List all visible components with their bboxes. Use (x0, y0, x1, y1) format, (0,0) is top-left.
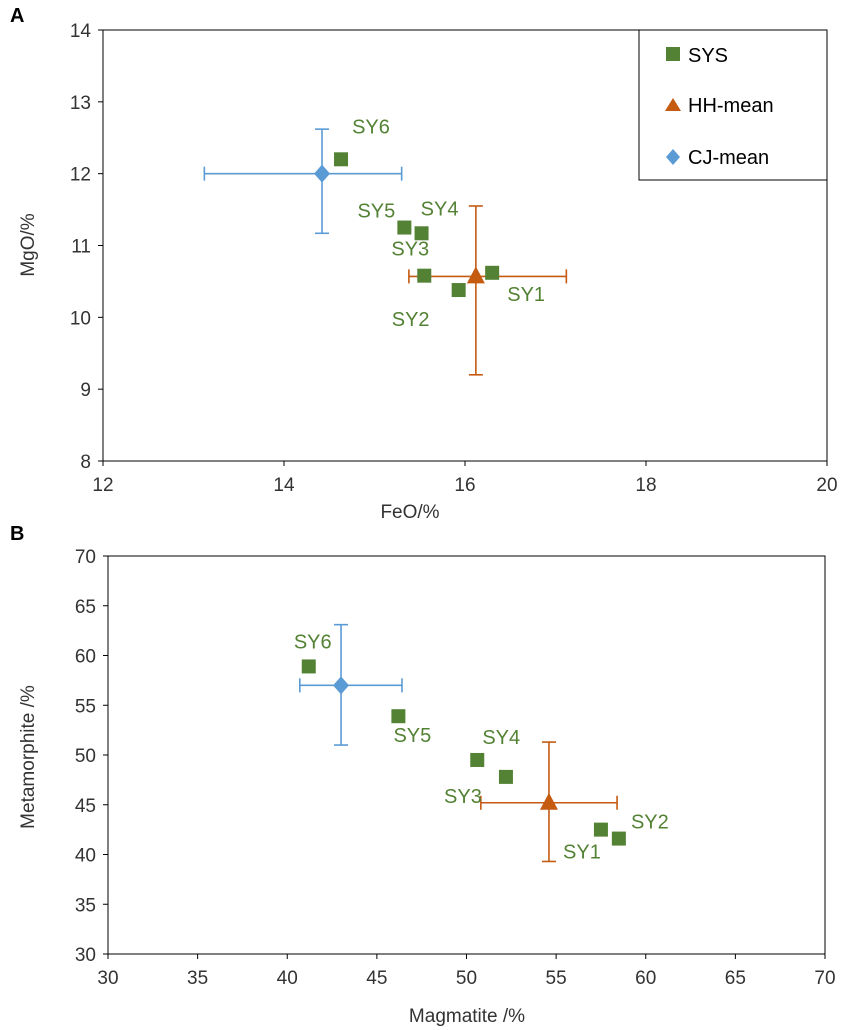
panel-b-x-axis-label: Magmatite /% (409, 1006, 525, 1027)
hh-mean-point (466, 266, 485, 284)
panel-b-y-axis-label: Metamorphite /% (18, 685, 39, 829)
x-tick-label: 65 (725, 968, 746, 989)
y-tick-label: 35 (75, 895, 96, 916)
y-tick-label: 12 (70, 165, 91, 186)
sys-point-sy5 (397, 220, 412, 235)
x-tick-label: 40 (277, 968, 298, 989)
panel-b: B 30 35 40 45 50 55 60 65 70 30 35 40 45 50 55 60 65 70 S… (10, 523, 836, 1027)
panel-a-marks (314, 152, 500, 298)
point-label-sy2: SY2 (392, 309, 430, 331)
y-tick-label: 13 (70, 93, 91, 114)
legend-label-cj-mean: CJ-mean (688, 147, 769, 169)
y-tick-label: 55 (75, 696, 96, 717)
panel-a: A 12 14 16 18 20 8 9 10 11 12 13 14 SY1 SY2 SY3 SY4 SY5… (10, 5, 838, 523)
legend-label-sys: SYS (688, 45, 728, 67)
point-label-sy5: SY5 (357, 201, 395, 223)
sys-point-sy3 (498, 769, 513, 784)
panel-a-x-axis-label: FeO/% (380, 502, 439, 523)
panel-a-y-axis-label: MgO/% (18, 213, 39, 276)
y-tick-label: 50 (75, 746, 96, 767)
sys-point-sy1 (485, 265, 500, 280)
sys-point-sy6 (334, 152, 349, 167)
point-label-sy1: SY1 (563, 842, 601, 864)
x-tick-label: 20 (816, 475, 837, 496)
x-tick-label: 35 (187, 968, 208, 989)
x-tick-label: 45 (366, 968, 387, 989)
y-tick-label: 10 (70, 308, 91, 329)
sys-point-sy2 (451, 283, 466, 298)
x-tick-label: 55 (546, 968, 567, 989)
panel-a-ticks: 12 14 16 18 20 8 9 10 11 12 13 14 (70, 21, 838, 496)
panel-b-marks (301, 659, 626, 846)
point-label-sy2: SY2 (631, 812, 669, 834)
legend: SYS HH-mean CJ-mean (638, 29, 828, 181)
point-label-sy5: SY5 (393, 725, 431, 747)
point-label-sy4: SY4 (421, 198, 459, 220)
point-label-sy6: SY6 (294, 631, 332, 653)
x-tick-label: 14 (273, 475, 295, 496)
y-tick-label: 8 (80, 452, 91, 473)
panel-a-point-labels: SY1 SY2 SY3 SY4 SY5 SY6 (352, 116, 545, 331)
sys-point-sy6 (301, 659, 316, 674)
y-tick-label: 14 (70, 21, 92, 42)
x-tick-label: 12 (92, 475, 113, 496)
y-tick-label: 70 (75, 547, 96, 568)
x-tick-label: 18 (635, 475, 656, 496)
x-tick-label: 16 (454, 475, 475, 496)
y-tick-label: 40 (75, 846, 96, 867)
panel-b-ticks: 30 35 40 45 50 55 60 65 70 30 35 40 45 50 55 60 65 70 (75, 547, 836, 989)
point-label-sy1: SY1 (507, 284, 545, 306)
point-label-sy3: SY3 (444, 786, 482, 808)
hh-mean-point (539, 792, 558, 810)
y-tick-label: 65 (75, 597, 96, 618)
sys-point-sy5 (391, 709, 406, 724)
sys-point-sy4 (470, 752, 485, 767)
panel-b-label: B (10, 523, 24, 545)
y-tick-label: 30 (75, 945, 96, 966)
x-tick-label: 50 (456, 968, 477, 989)
sys-point-sy4 (414, 226, 429, 241)
panel-b-errorbars (298, 623, 618, 863)
sys-point-sy3 (417, 268, 432, 283)
point-label-sy4: SY4 (482, 727, 520, 749)
cj-mean-point (333, 676, 350, 695)
panel-b-plot-frame (107, 555, 826, 955)
legend-triangle-marker (665, 98, 681, 111)
panel-b-point-labels: SY1 SY2 SY3 SY4 SY5 SY6 (294, 631, 669, 863)
y-tick-label: 9 (80, 380, 91, 401)
panel-a-label: A (10, 5, 24, 27)
point-label-sy3: SY3 (391, 239, 429, 261)
legend-diamond-marker (666, 149, 680, 165)
sys-point-sy1 (593, 822, 608, 837)
x-tick-label: 70 (814, 968, 835, 989)
panel-a-errorbars (203, 128, 568, 376)
point-label-sy6: SY6 (352, 116, 390, 138)
y-tick-label: 11 (71, 237, 91, 258)
legend-square-marker (666, 47, 680, 61)
y-tick-label: 45 (75, 796, 96, 817)
x-tick-label: 60 (635, 968, 656, 989)
cj-mean-point (314, 164, 331, 183)
sys-point-sy2 (611, 831, 626, 846)
legend-label-hh-mean: HH-mean (688, 95, 774, 117)
x-tick-label: 30 (97, 968, 118, 989)
y-tick-label: 60 (75, 647, 96, 668)
